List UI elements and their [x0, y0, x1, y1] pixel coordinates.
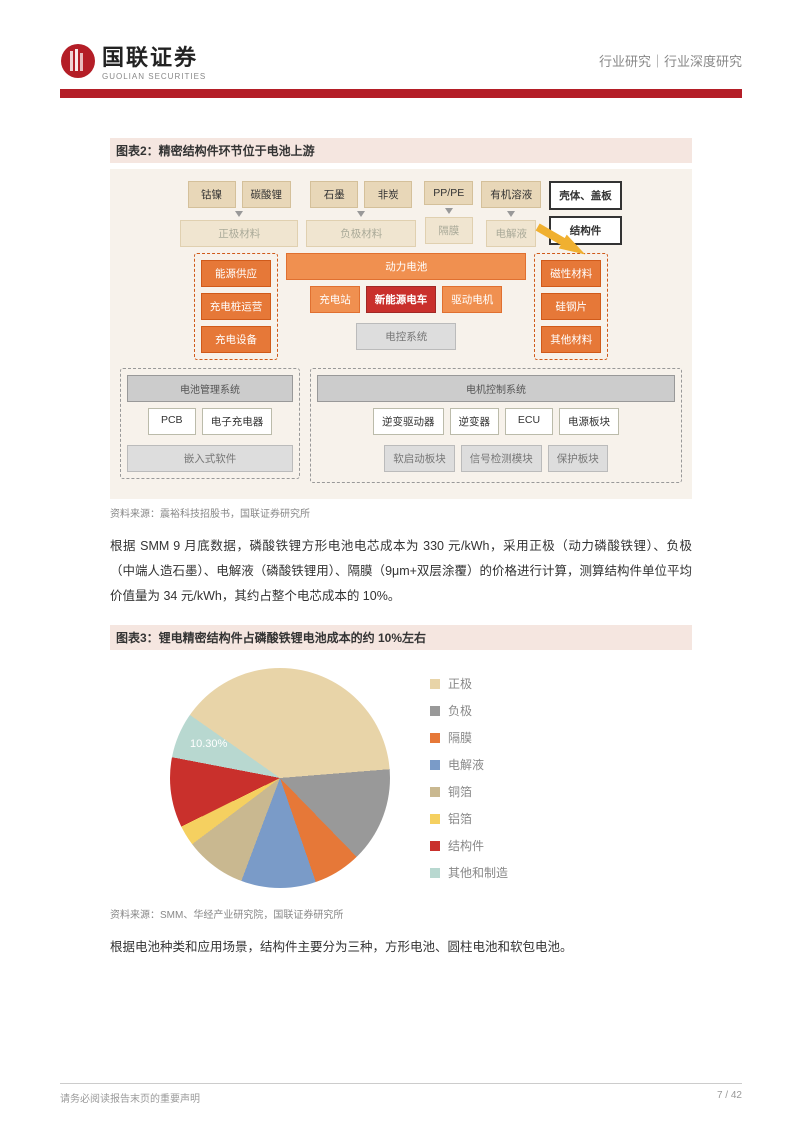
node: 磁性材料 — [541, 260, 601, 287]
figure3-chart: 10.30% 正极负极隔膜电解液铜箔铝箔结构件其他和制造 — [110, 656, 692, 900]
node: 非炭 — [364, 181, 412, 208]
logo-icon — [60, 43, 96, 79]
node: 逆变驱动器 — [373, 408, 444, 435]
legend-label: 铝箔 — [448, 810, 472, 827]
legend-item: 铝箔 — [430, 810, 508, 827]
legend-swatch — [430, 868, 440, 878]
pie-label: 10.30% — [190, 738, 227, 750]
node: 电机控制系统 — [317, 375, 675, 402]
node: 电源板块 — [559, 408, 619, 435]
footer-page-number: 7 / 42 — [717, 1090, 742, 1105]
paragraph-2: 根据电池种类和应用场景，结构件主要分为三种，方形电池、圆柱电池和软包电池。 — [110, 935, 692, 960]
node: 充电桩运营 — [201, 293, 272, 320]
legend-item: 铜箔 — [430, 783, 508, 800]
node: 能源供应 — [201, 260, 272, 287]
node: 石墨 — [310, 181, 358, 208]
node: PCB — [148, 408, 196, 435]
node: 电池管理系统 — [127, 375, 293, 402]
page-header: 国联证券 GUOLIAN SECURITIES 行业研究｜行业深度研究 — [60, 40, 742, 98]
legend-swatch — [430, 706, 440, 716]
figure3-title: 图表3：锂电精密结构件占磷酸铁锂电池成本的约 10%左右 — [110, 625, 692, 650]
node: ECU — [505, 408, 553, 435]
company-name-cn: 国联证券 — [102, 45, 198, 70]
legend-label: 隔膜 — [448, 729, 472, 746]
legend-item: 其他和制造 — [430, 864, 508, 881]
group-bms: 电池管理系统 PCB 电子充电器 嵌入式软件 — [120, 368, 300, 479]
pie-chart: 10.30% — [170, 668, 390, 888]
legend-label: 负极 — [448, 702, 472, 719]
legend-swatch — [430, 679, 440, 689]
node: 正极材料 — [180, 220, 298, 247]
footer-disclaimer: 请务必阅读报告末页的重要声明 — [60, 1090, 200, 1105]
legend-label: 结构件 — [448, 837, 484, 854]
node: 充电设备 — [201, 326, 272, 353]
legend-item: 电解液 — [430, 756, 508, 773]
node: 保护板块 — [548, 445, 608, 472]
legend-item: 负极 — [430, 702, 508, 719]
node: PP/PE — [424, 181, 473, 205]
node: 嵌入式软件 — [127, 445, 293, 472]
header-category: 行业研究｜行业深度研究 — [599, 51, 742, 70]
node: 钴镍 — [188, 181, 236, 208]
legend-label: 铜箔 — [448, 783, 472, 800]
node: 有机溶液 — [481, 181, 541, 208]
node: 壳体、盖板 — [549, 181, 622, 210]
figure2-diagram: 钴镍 碳酸锂 正极材料 石墨 非炭 负极材料 PP/PE — [110, 169, 692, 499]
legend-item: 正极 — [430, 675, 508, 692]
node: 隔膜 — [425, 217, 473, 244]
figure2-caption: 资料来源：震裕科技招股书，国联证券研究所 — [110, 505, 692, 520]
node: 驱动电机 — [442, 286, 502, 313]
legend-swatch — [430, 814, 440, 824]
legend-swatch — [430, 733, 440, 743]
legend-swatch — [430, 841, 440, 851]
node: 新能源电车 — [366, 286, 437, 313]
node: 软启动板块 — [384, 445, 455, 472]
pie-legend: 正极负极隔膜电解液铜箔铝箔结构件其他和制造 — [430, 675, 508, 881]
node: 电控系统 — [356, 323, 456, 350]
node: 逆变器 — [450, 408, 500, 435]
legend-label: 正极 — [448, 675, 472, 692]
legend-item: 隔膜 — [430, 729, 508, 746]
legend-label: 电解液 — [448, 756, 484, 773]
legend-label: 其他和制造 — [448, 864, 508, 881]
node: 负极材料 — [306, 220, 416, 247]
node: 硅钢片 — [541, 293, 601, 320]
group-left: 能源供应 充电桩运营 充电设备 — [194, 253, 279, 360]
node: 充电站 — [310, 286, 360, 313]
legend-swatch — [430, 787, 440, 797]
legend-item: 结构件 — [430, 837, 508, 854]
legend-swatch — [430, 760, 440, 770]
node: 碳酸锂 — [242, 181, 292, 208]
node: 动力电池 — [286, 253, 526, 280]
node: 电子充电器 — [202, 408, 273, 435]
group-right: 磁性材料 硅钢片 其他材料 — [534, 253, 608, 360]
group-mcs: 电机控制系统 逆变驱动器 逆变器 ECU 电源板块 软启动板块 信号检测模块 保… — [310, 368, 682, 483]
page-footer: 请务必阅读报告末页的重要声明 7 / 42 — [60, 1083, 742, 1105]
node: 信号检测模块 — [461, 445, 542, 472]
logo: 国联证券 GUOLIAN SECURITIES — [60, 40, 206, 81]
figure3-caption: 资料来源：SMM、华经产业研究院，国联证券研究所 — [110, 906, 692, 921]
figure2-title: 图表2：精密结构件环节位于电池上游 — [110, 138, 692, 163]
node: 其他材料 — [541, 326, 601, 353]
node: 电解液 — [486, 220, 536, 247]
paragraph-1: 根据 SMM 9 月底数据，磷酸铁锂方形电池电芯成本为 330 元/kWh，采用… — [110, 534, 692, 609]
company-name-en: GUOLIAN SECURITIES — [102, 72, 206, 81]
